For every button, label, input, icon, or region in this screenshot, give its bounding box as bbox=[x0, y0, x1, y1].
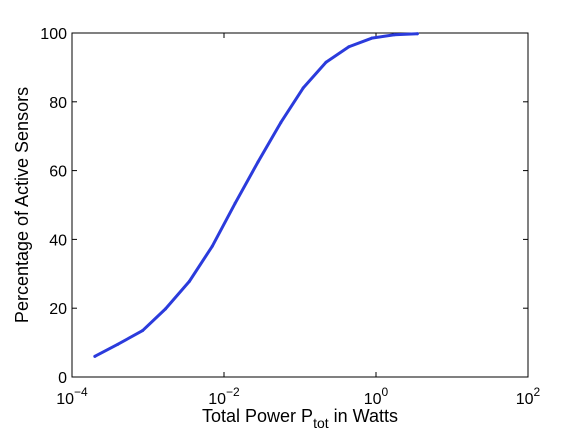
y-axis-title: Percentage of Active Sensors bbox=[12, 87, 32, 323]
x-tick-label-exp-0: −4 bbox=[74, 385, 88, 399]
data-point-0-0 bbox=[93, 354, 97, 358]
data-point-0-11 bbox=[347, 45, 351, 49]
data-point-0-8 bbox=[279, 120, 283, 124]
x-tick-label-exp-3: 2 bbox=[534, 385, 541, 399]
plot-frame bbox=[71, 32, 529, 378]
data-point-0-5 bbox=[210, 244, 214, 248]
x-tick-label-base-0: 10 bbox=[56, 391, 74, 408]
x-tick-label-3: 102 bbox=[516, 385, 541, 408]
data-point-0-4 bbox=[187, 279, 191, 283]
y-tick-label-0: 0 bbox=[58, 370, 67, 387]
x-axis-title: Total Power Ptot in Watts bbox=[202, 406, 398, 431]
y-tick-label-2: 40 bbox=[49, 232, 67, 249]
data-point-0-6 bbox=[233, 201, 237, 205]
x-tick-label-base-1: 10 bbox=[208, 391, 226, 408]
data-point-0-9 bbox=[301, 86, 305, 90]
x-axis-title-prefix: Total Power P bbox=[202, 406, 313, 426]
series-layer bbox=[93, 32, 419, 358]
x-tick-label-0: 10−4 bbox=[56, 385, 88, 408]
x-tick-label-exp-2: 0 bbox=[382, 385, 389, 399]
data-point-0-10 bbox=[324, 60, 328, 64]
data-point-0-7 bbox=[256, 160, 260, 164]
x-tick-label-2: 100 bbox=[364, 385, 389, 408]
y-tick-label-1: 20 bbox=[49, 301, 67, 318]
x-tick-label-base-2: 10 bbox=[364, 391, 382, 408]
x-axis-title-subscript: tot bbox=[313, 415, 329, 431]
series-line-0 bbox=[93, 32, 419, 358]
data-point-0-12 bbox=[370, 36, 374, 40]
data-point-0-1 bbox=[116, 342, 120, 346]
x-tick-label-base-3: 10 bbox=[516, 391, 534, 408]
data-point-0-14 bbox=[415, 32, 419, 36]
y-tick-label-3: 60 bbox=[49, 164, 67, 181]
x-tick-label-1: 10−2 bbox=[208, 385, 240, 408]
x-axis-title-suffix: in Watts bbox=[329, 406, 398, 426]
data-point-0-3 bbox=[164, 307, 168, 311]
data-point-0-2 bbox=[141, 329, 145, 333]
y-tick-label-5: 100 bbox=[40, 26, 67, 43]
x-tick-label-exp-1: −2 bbox=[226, 385, 240, 399]
y-tick-label-4: 80 bbox=[49, 95, 67, 112]
data-point-0-13 bbox=[392, 33, 396, 37]
